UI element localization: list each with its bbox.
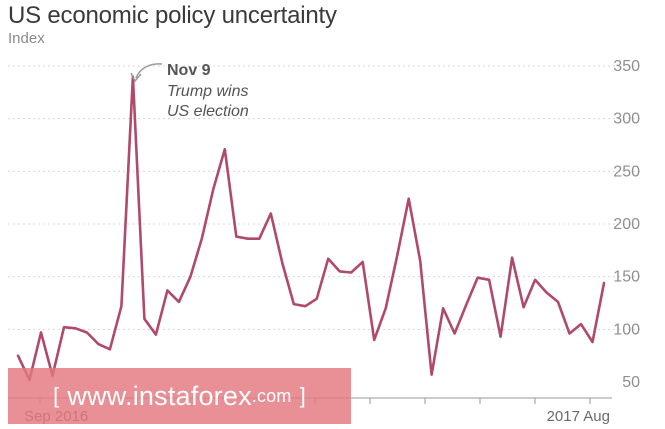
annotation-arrow: [135, 63, 163, 79]
watermark-banner: [ www.instaforex .com ]: [8, 368, 351, 424]
series-line-path: [16, 75, 606, 382]
x-tick-label: 2017 Aug: [547, 408, 610, 425]
series-line: [16, 75, 606, 382]
y-tick-label: 50: [622, 374, 640, 391]
y-tick-label: 200: [613, 216, 640, 233]
watermark-bracket-open: [: [53, 383, 60, 408]
annotation-line-2: Trump wins: [167, 83, 249, 100]
chart-subtitle: Index: [8, 30, 45, 47]
annotation-line-1: Nov 9: [167, 62, 211, 79]
annotation: Nov 9 Trump wins US election: [130, 62, 249, 120]
y-tick-label: 350: [613, 58, 640, 75]
y-tick-label: 150: [613, 269, 640, 286]
y-tick-label: 100: [613, 321, 640, 338]
y-axis-ticks: 50 100 150 200 250 300 350: [613, 58, 640, 391]
watermark-text: www.instaforex: [67, 380, 252, 411]
chart-title: US economic policy uncertainty: [8, 2, 337, 29]
y-tick-label: 300: [613, 111, 640, 128]
annotation-arrowhead: [130, 72, 142, 83]
y-tick-label: 250: [613, 163, 640, 180]
watermark-bracket-close: ]: [299, 383, 306, 408]
annotation-line-3: US election: [167, 103, 249, 120]
watermark-suffix: .com: [251, 385, 292, 406]
